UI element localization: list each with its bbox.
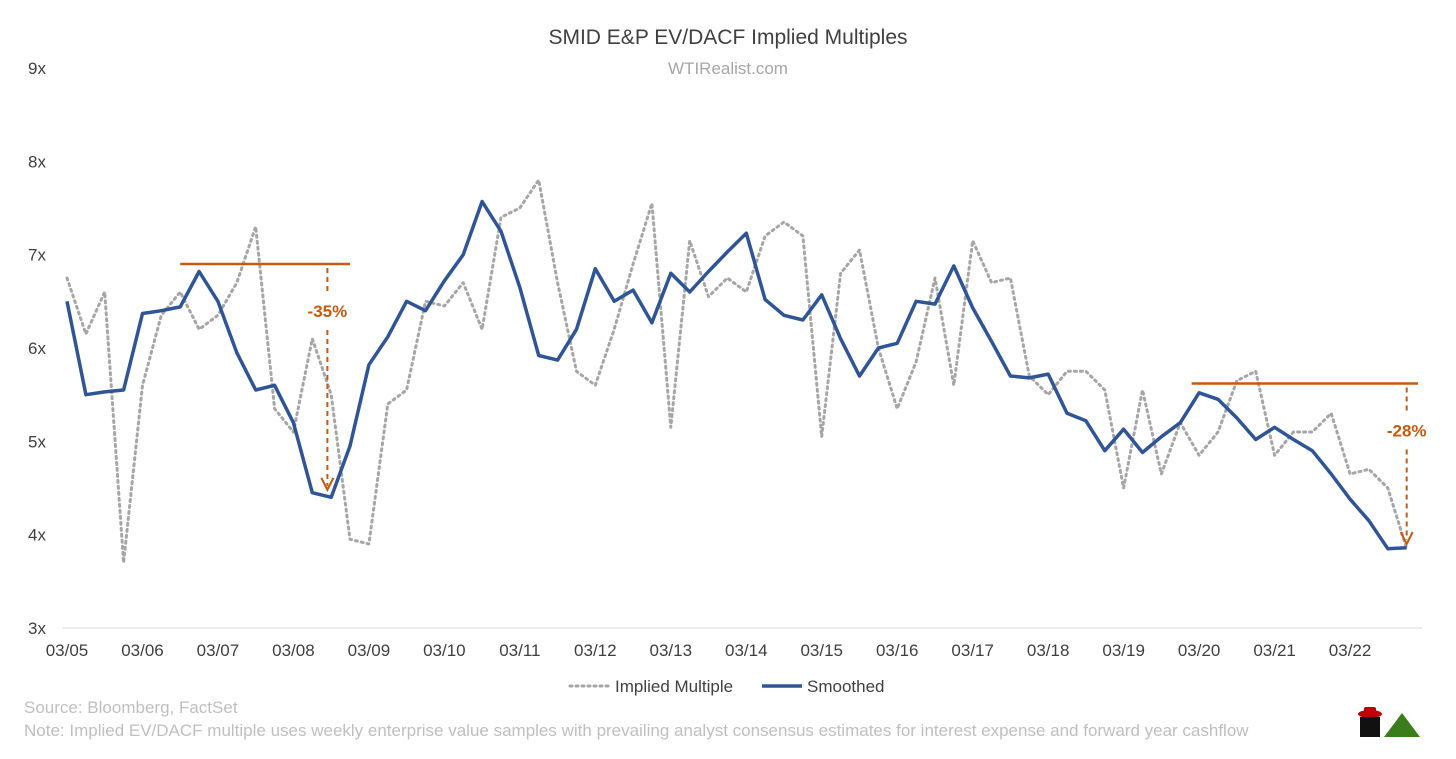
annotation-arrow-head [320, 477, 335, 493]
x-tick-label: 03/09 [348, 641, 391, 660]
x-tick-label: 03/05 [46, 641, 89, 660]
chart: SMID E&P EV/DACF Implied Multiples WTIRe… [28, 26, 1427, 696]
x-tick-label: 03/10 [423, 641, 466, 660]
chart-title: SMID E&P EV/DACF Implied Multiples [548, 26, 907, 49]
x-tick-label: 03/21 [1253, 641, 1296, 660]
x-tick-label: 03/12 [574, 641, 617, 660]
y-tick-label: 5x [28, 432, 46, 451]
annotation-label: -28% [1387, 421, 1427, 440]
chart-subtitle: WTIRealist.com [668, 59, 788, 78]
x-tick-label: 03/15 [800, 641, 843, 660]
y-tick-label: 8x [28, 152, 46, 171]
x-tick-label: 03/17 [951, 641, 994, 660]
x-tick-label: 03/07 [197, 641, 240, 660]
x-tick-label: 03/13 [650, 641, 693, 660]
implied-multiple-line [65, 178, 1409, 565]
y-tick-label: 4x [28, 526, 46, 545]
plot-area [65, 178, 1409, 565]
annotation-arrow-head [1399, 531, 1414, 547]
x-tick-label: 03/08 [272, 641, 315, 660]
y-tick-label: 6x [28, 339, 46, 358]
annotation-label: -35% [308, 302, 348, 321]
x-tick-label: 03/19 [1102, 641, 1145, 660]
x-tick-label: 03/14 [725, 641, 768, 660]
y-axis: 3x 4x 5x 6x 7x 8x 9x [28, 59, 46, 638]
legend-implied-label: Implied Multiple [615, 677, 733, 696]
y-tick-label: 9x [28, 59, 46, 78]
x-axis: 03/05 03/06 03/07 03/08 03/09 03/10 03/11 03/12… [46, 641, 1372, 660]
x-tick-label: 03/16 [876, 641, 919, 660]
legend-smoothed-label: Smoothed [807, 677, 885, 696]
brand-logo-icon [1358, 707, 1420, 737]
x-tick-label: 03/20 [1178, 641, 1221, 660]
source-text: Source: Bloomberg, FactSet [24, 698, 238, 717]
x-tick-label: 03/22 [1329, 641, 1372, 660]
note-text: Note: Implied EV/DACF multiple uses week… [24, 721, 1249, 740]
x-tick-label: 03/11 [499, 641, 540, 660]
annotations: -35% -28% [180, 262, 1427, 547]
x-tick-label: 03/06 [121, 641, 164, 660]
smoothed-line [65, 199, 1407, 551]
legend: Implied Multiple Smoothed [568, 677, 885, 696]
y-tick-label: 3x [28, 619, 46, 638]
y-tick-label: 7x [28, 246, 46, 265]
x-tick-label: 03/18 [1027, 641, 1070, 660]
